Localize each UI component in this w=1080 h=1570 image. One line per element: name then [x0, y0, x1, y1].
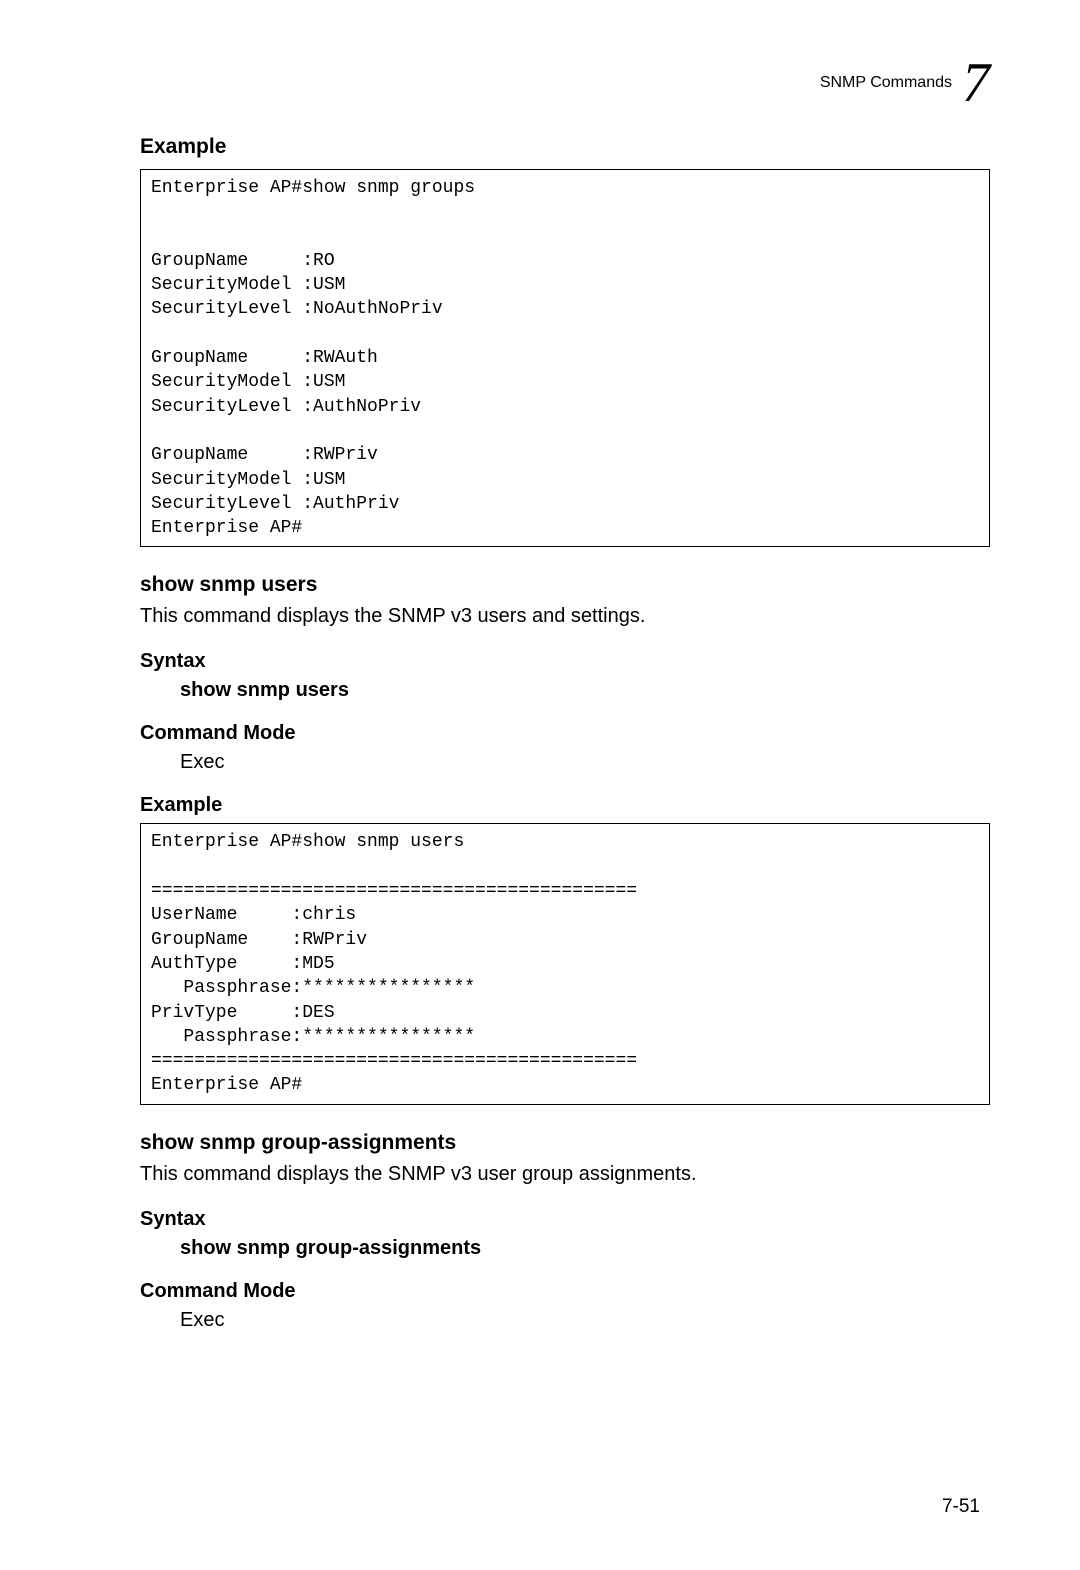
- command-heading-group-assignments: show snmp group-assignments: [140, 1131, 990, 1155]
- command-description-group-assignments: This command displays the SNMP v3 user g…: [140, 1161, 990, 1188]
- mode-value: Exec: [180, 751, 990, 774]
- mode-value: Exec: [180, 1309, 990, 1332]
- example-heading: Example: [140, 135, 990, 159]
- mode-heading: Command Mode: [140, 722, 990, 745]
- syntax-value: show snmp group-assignments: [180, 1237, 990, 1260]
- syntax-heading: Syntax: [140, 1208, 990, 1231]
- syntax-heading: Syntax: [140, 650, 990, 673]
- command-description-users: This command displays the SNMP v3 users …: [140, 603, 990, 630]
- example-heading: Example: [140, 794, 990, 817]
- page-header: SNMP Commands 7: [140, 55, 990, 111]
- mode-heading: Command Mode: [140, 1280, 990, 1303]
- page-number: 7-51: [942, 1496, 980, 1518]
- syntax-value: show snmp users: [180, 679, 990, 702]
- code-block-users: Enterprise AP#show snmp users ==========…: [140, 823, 990, 1104]
- page-container: SNMP Commands 7 Example Enterprise AP#sh…: [0, 0, 1080, 1378]
- command-heading-users: show snmp users: [140, 573, 990, 597]
- header-title: SNMP Commands: [820, 74, 952, 92]
- chapter-number: 7: [962, 55, 990, 111]
- code-block-groups: Enterprise AP#show snmp groups GroupName…: [140, 169, 990, 547]
